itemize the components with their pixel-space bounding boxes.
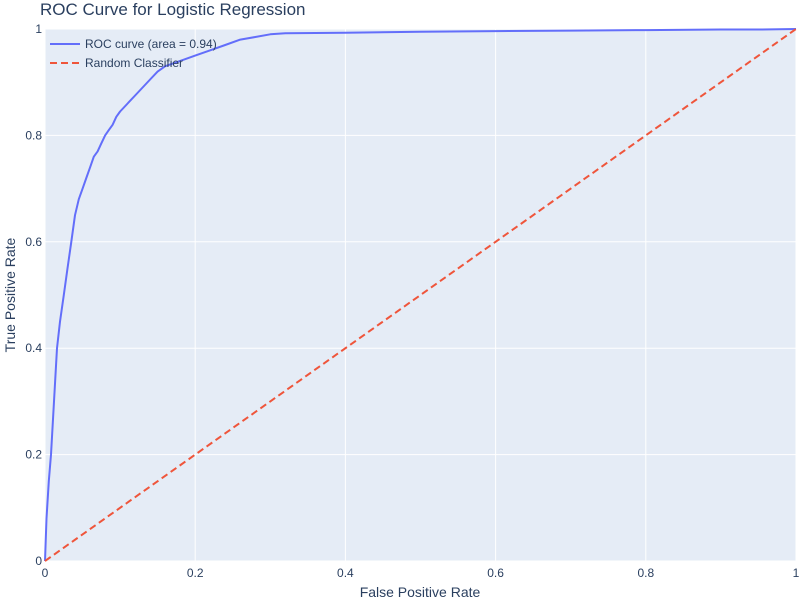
y-tick-label: 0.6 bbox=[25, 235, 42, 249]
y-tick-label: 0.2 bbox=[25, 448, 42, 462]
x-tick-label: 0.2 bbox=[187, 566, 204, 580]
series-layer bbox=[44, 28, 797, 562]
x-tick-label: 0.6 bbox=[487, 566, 504, 580]
grid-lines bbox=[44, 28, 797, 562]
x-tick-label: 0.8 bbox=[637, 566, 654, 580]
legend-label-random: Random Classifier bbox=[85, 56, 183, 70]
x-tick-label: 1 bbox=[793, 566, 800, 580]
chart-title: ROC Curve for Logistic Regression bbox=[40, 0, 305, 19]
plot-area bbox=[45, 29, 796, 561]
y-tick-label: 0 bbox=[35, 554, 42, 568]
legend-item-roc[interactable]: ROC curve (area = 0.94) bbox=[50, 37, 217, 51]
y-tick-labels: 0 0.2 0.4 0.6 0.8 1 bbox=[25, 22, 42, 568]
roc-curve-line bbox=[44, 28, 797, 562]
y-tick-label: 0.4 bbox=[25, 341, 42, 355]
x-axis-title: False Positive Rate bbox=[360, 584, 481, 600]
x-tick-label: 0 bbox=[42, 566, 49, 580]
y-tick-label: 0.8 bbox=[25, 128, 42, 142]
y-axis-title: True Positive Rate bbox=[2, 237, 18, 352]
x-tick-label: 0.4 bbox=[337, 566, 354, 580]
legend-item-random[interactable]: Random Classifier bbox=[50, 56, 183, 70]
y-tick-label: 1 bbox=[35, 22, 42, 36]
legend-label-roc: ROC curve (area = 0.94) bbox=[85, 37, 217, 51]
x-tick-labels: 0 0.2 0.4 0.6 0.8 1 bbox=[42, 566, 800, 580]
legend[interactable]: ROC curve (area = 0.94) Random Classifie… bbox=[50, 37, 217, 70]
